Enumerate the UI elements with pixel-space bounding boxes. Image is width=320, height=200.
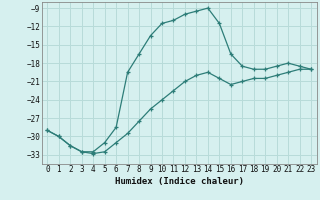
- X-axis label: Humidex (Indice chaleur): Humidex (Indice chaleur): [115, 177, 244, 186]
